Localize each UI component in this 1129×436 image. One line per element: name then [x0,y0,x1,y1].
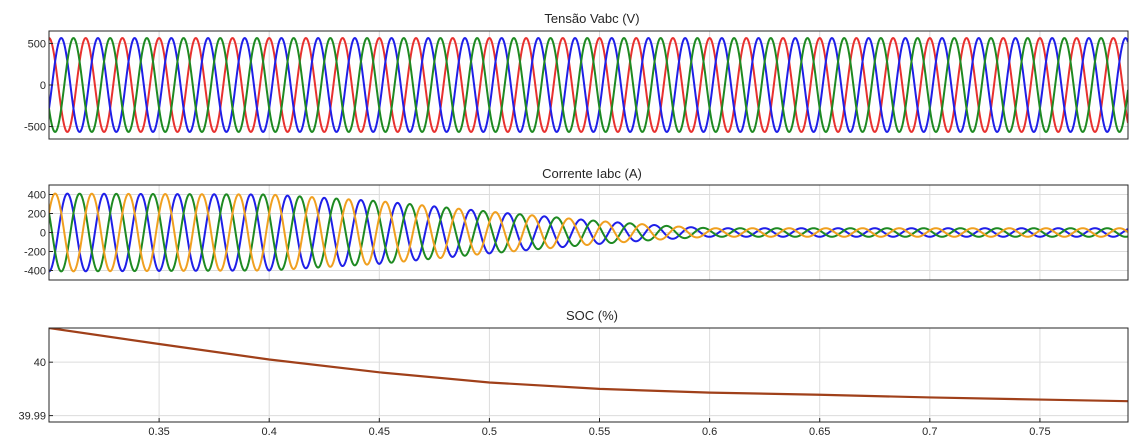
panel-current-yticks: 400 200 0 -200 -400 [24,190,53,278]
ytick-label: 400 [28,190,46,202]
ytick-label: 0 [40,228,46,240]
panel-soc-axes [48,327,1129,423]
panel-voltage-series [49,37,1128,133]
panel-voltage: Tensão Vabc (V) 500 0 -500 [24,11,1129,140]
ytick-label: -500 [24,122,46,134]
ytick-label: -400 [24,266,46,278]
panel-soc-grid [49,328,1128,422]
ytick-label: 0 [40,80,46,92]
series-line-0 [49,37,1128,133]
panel-soc: SOC (%) 40 39.99 0.35 0.4 0.45 0.5 0.55 0.6 0.6… [18,308,1129,436]
xtick-label: 0.75 [1029,426,1050,436]
xtick-label: 0.35 [148,426,169,436]
panel-current-axes [48,184,1129,281]
panel-current-grid [49,185,1128,280]
xtick-label: 0.45 [369,426,390,436]
ytick-label: 39.99 [18,411,46,423]
series-line-0 [49,328,1128,403]
panel-soc-series [49,328,1128,403]
panel-soc-title: SOC (%) [566,308,618,323]
series-line-2 [49,192,1128,273]
xtick-label: 0.5 [482,426,497,436]
series-line-0 [49,192,1128,273]
series-line-2 [49,37,1128,133]
panel-voltage-title: Tensão Vabc (V) [544,11,639,26]
xtick-label: 0.4 [262,426,277,436]
ytick-label: 500 [28,38,46,50]
xtick-label: 0.6 [702,426,717,436]
ytick-label: 200 [28,209,46,221]
ytick-label: 40 [34,357,46,369]
xtick-label: 0.7 [922,426,937,436]
xtick-label: 0.55 [589,426,610,436]
panel-soc-yticks: 40 39.99 [18,357,53,423]
panel-voltage-axes [48,30,1129,140]
xtick-label: 0.65 [809,426,830,436]
panel-voltage-yticks: 500 0 -500 [24,38,53,134]
panel-current-series [49,192,1128,273]
panel-current-title: Corrente Iabc (A) [542,166,642,181]
panel-current: Corrente Iabc (A) 400 200 0 -200 -400 [24,166,1129,281]
panel-soc-xticks: 0.35 0.4 0.45 0.5 0.55 0.6 0.65 0.7 0.75 [148,418,1051,436]
ytick-label: -200 [24,247,46,259]
